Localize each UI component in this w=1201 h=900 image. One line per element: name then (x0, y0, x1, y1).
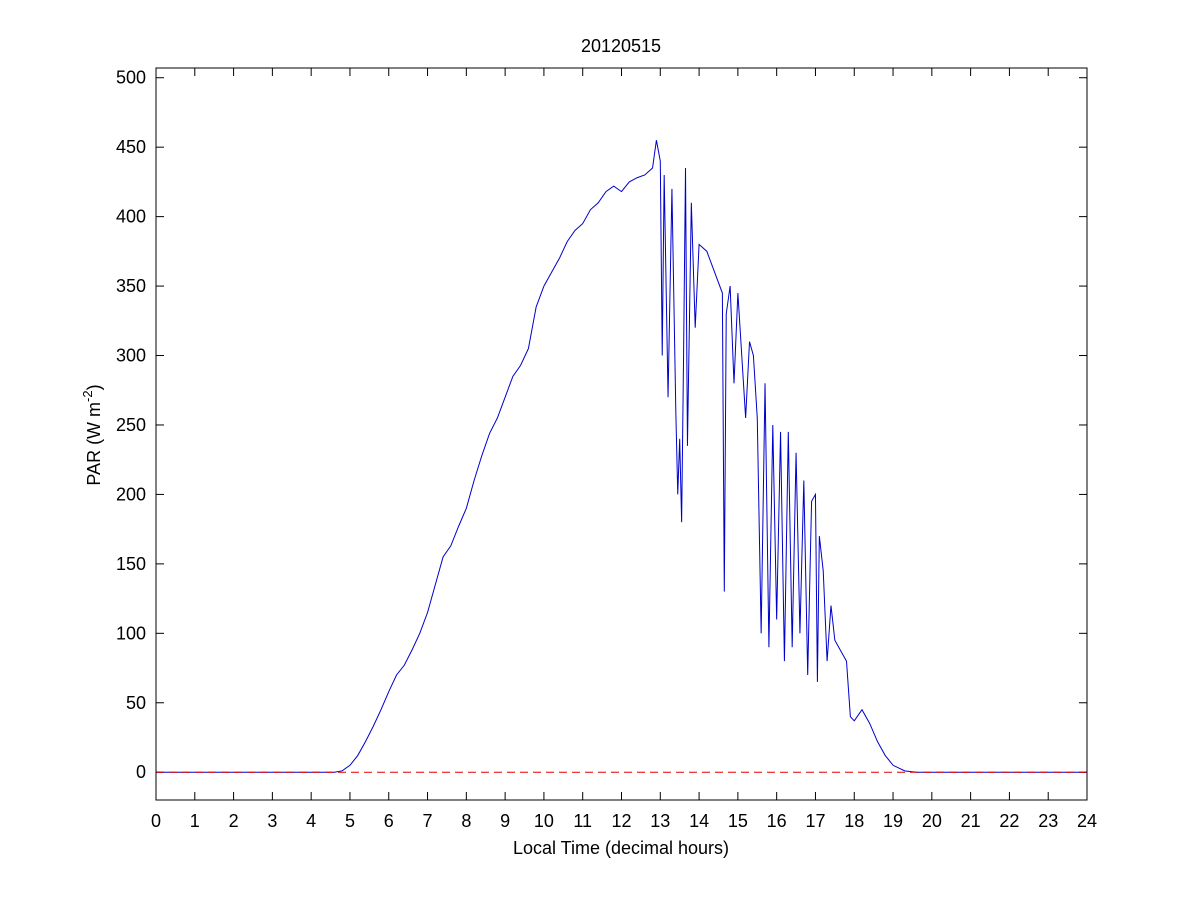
data-line (156, 140, 1087, 773)
x-tick-label: 16 (767, 811, 787, 831)
axes-box (155, 67, 1088, 801)
y-tick-label: 150 (116, 554, 146, 574)
x-tick-label: 21 (961, 811, 981, 831)
x-tick-label: 0 (151, 811, 161, 831)
x-tick-label: 24 (1077, 811, 1097, 831)
x-tick-label: 9 (500, 811, 510, 831)
y-tick-label: 50 (126, 693, 146, 713)
x-tick-label: 7 (423, 811, 433, 831)
y-label-part: PAR (W m (84, 402, 104, 486)
y-tick-label: 300 (116, 346, 146, 366)
x-tick-label: 8 (461, 811, 471, 831)
y-tick-label: 200 (116, 484, 146, 504)
y-axis-label: PAR (W m-2) (80, 384, 104, 485)
x-tick-label: 5 (345, 811, 355, 831)
y-tick-label: 450 (116, 137, 146, 157)
x-tick-label: 6 (384, 811, 394, 831)
x-tick-label: 23 (1038, 811, 1058, 831)
y-tick-label: 400 (116, 207, 146, 227)
chart-title: 20120515 (581, 36, 661, 56)
x-tick-label: 10 (534, 811, 554, 831)
x-tick-label: 12 (611, 811, 631, 831)
y-tick-label: 0 (136, 762, 146, 782)
y-tick-label: 250 (116, 415, 146, 435)
x-tick-label: 3 (267, 811, 277, 831)
y-tick-label: 500 (116, 68, 146, 88)
x-tick-label: 1 (190, 811, 200, 831)
x-tick-label: 17 (805, 811, 825, 831)
x-axis-label: Local Time (decimal hours) (513, 838, 729, 858)
x-tick-label: 4 (306, 811, 316, 831)
y-tick-label: 350 (116, 276, 146, 296)
x-tick-label: 20 (922, 811, 942, 831)
x-tick-label: 22 (999, 811, 1019, 831)
x-tick-label: 11 (573, 811, 592, 831)
x-tick-label: 14 (689, 811, 709, 831)
x-tick-label: 19 (883, 811, 903, 831)
x-tick-label: 18 (844, 811, 864, 831)
y-tick-label: 100 (116, 623, 146, 643)
y-label-sup: -2 (80, 390, 95, 402)
x-tick-label: 2 (229, 811, 239, 831)
x-tick-label: 15 (728, 811, 748, 831)
x-tick-label: 13 (650, 811, 670, 831)
y-label-part: ) (84, 384, 104, 390)
